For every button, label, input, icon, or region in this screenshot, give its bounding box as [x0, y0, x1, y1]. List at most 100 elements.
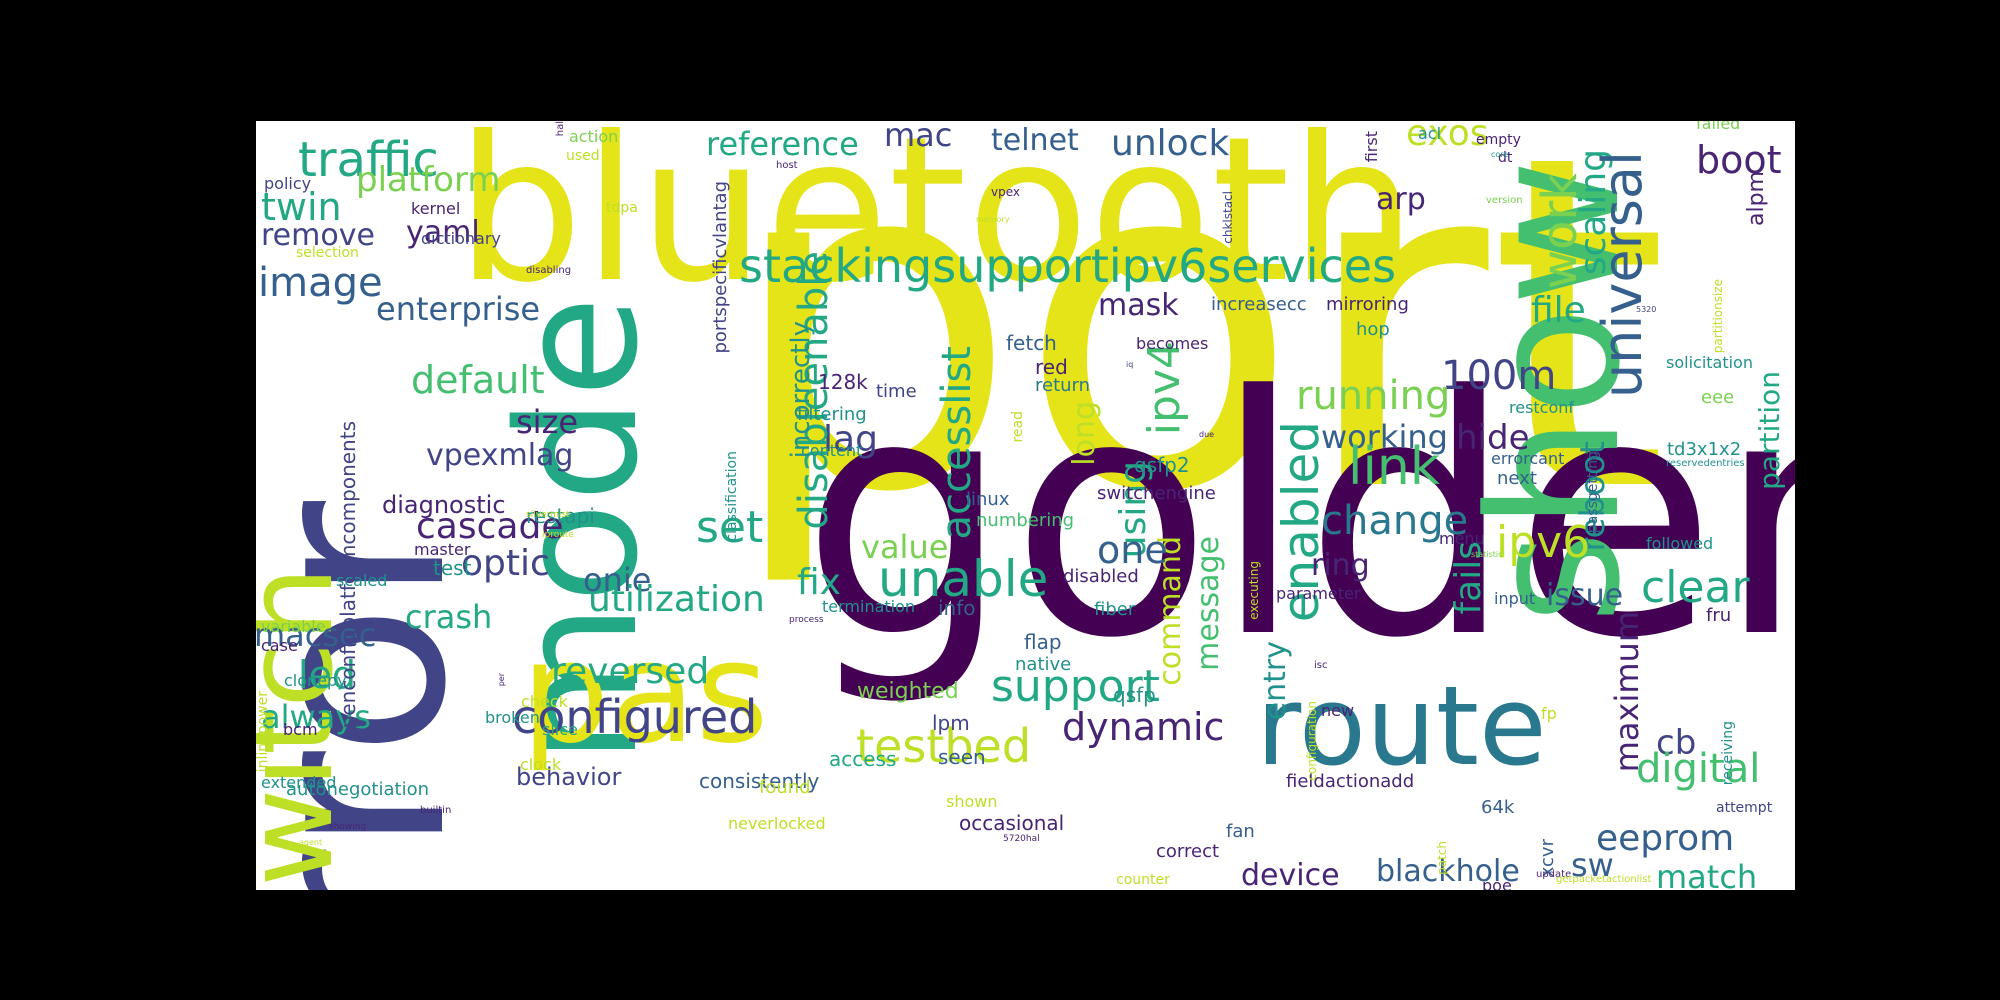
- word-65: match: [1656, 858, 1758, 890]
- word-126: variable: [261, 617, 326, 636]
- word-91: qsfp2: [1134, 453, 1190, 477]
- word-29: dynamic: [1062, 705, 1225, 749]
- word-100: native: [1015, 654, 1072, 675]
- word-44: arp: [1376, 182, 1426, 217]
- word-170: reservedentries: [1666, 458, 1745, 469]
- word-166: next: [1497, 468, 1537, 489]
- word-26: reversed: [551, 651, 710, 692]
- word-20: diagnostic: [382, 491, 506, 519]
- word-124: test: [433, 556, 472, 580]
- word-125: scaled: [336, 571, 388, 590]
- word-134: broken: [485, 708, 540, 727]
- word-59: clear: [1641, 562, 1750, 613]
- word-150: first: [1362, 131, 1381, 163]
- word-90: return: [1035, 375, 1091, 396]
- word-183: new: [1321, 701, 1355, 720]
- word-80: accesslist: [934, 346, 980, 540]
- word-19: vpexmlag: [426, 438, 574, 473]
- word-27: configured: [512, 690, 758, 744]
- word-157: increasecc: [1211, 294, 1307, 315]
- word-18: size: [516, 403, 579, 441]
- word-86: long: [1067, 401, 1102, 466]
- word-108: found: [759, 777, 811, 798]
- word-152: empty: [1476, 132, 1521, 148]
- word-104: seen: [938, 745, 986, 769]
- word-72: entry: [1258, 641, 1293, 721]
- word-195: 5320: [1636, 305, 1657, 314]
- word-8: route: [1256, 662, 1547, 790]
- word-154: core: [1491, 150, 1509, 159]
- word-121: content: [801, 441, 863, 460]
- word-168: eee: [1701, 387, 1735, 408]
- word-28: testbed: [856, 719, 1032, 773]
- word-40: telnet: [991, 123, 1079, 158]
- word-191: agent: [299, 838, 323, 847]
- word-118: classification: [724, 451, 740, 542]
- word-17: default: [411, 358, 545, 402]
- word-155: version: [1486, 195, 1523, 206]
- word-197: process: [789, 615, 824, 625]
- word-145: hal: [555, 121, 566, 137]
- word-66: sw: [1571, 846, 1614, 884]
- word-151: acl: [1418, 124, 1442, 143]
- word-36: autonegotiation: [286, 779, 429, 800]
- word-85: incorrectly: [786, 321, 816, 459]
- word-77: mask: [1098, 288, 1179, 323]
- word-105: access: [829, 747, 897, 771]
- word-161: read: [1010, 411, 1026, 443]
- word-58: ipv6: [1496, 517, 1591, 568]
- word-64: eeprom: [1596, 818, 1735, 859]
- word-23: set: [696, 502, 764, 553]
- word-22: optic: [461, 543, 550, 584]
- word-136: builtin: [420, 805, 452, 816]
- word-127: case: [261, 636, 298, 655]
- word-0: port: [726, 121, 1669, 593]
- word-144: tdpa: [606, 200, 638, 216]
- word-194: partitionsize: [1711, 279, 1725, 354]
- word-15: yaml: [406, 215, 480, 250]
- word-187: counter: [1116, 872, 1170, 888]
- word-122: restapi: [526, 504, 595, 528]
- word-50: 100m: [1441, 353, 1557, 399]
- word-55: hide: [1456, 418, 1530, 458]
- word-95: disabled: [1063, 566, 1139, 587]
- word-96: fiber: [1094, 599, 1136, 620]
- word-97: info: [938, 596, 976, 620]
- word-174: input: [1494, 589, 1536, 608]
- word-177: menu: [1439, 529, 1485, 548]
- word-94: numbering: [976, 510, 1075, 531]
- word-3: bluetooth: [456, 121, 1417, 327]
- word-83: fix: [797, 562, 841, 603]
- word-103: lpm: [932, 711, 970, 735]
- word-14: image: [258, 260, 383, 306]
- word-167: solicitation: [1666, 353, 1753, 372]
- word-172: followed: [1646, 534, 1714, 553]
- word-102: weighted: [857, 679, 959, 704]
- word-88: filtering: [797, 404, 867, 425]
- word-146: host: [776, 160, 798, 171]
- word-188: getpacketactionlist: [1556, 874, 1652, 885]
- word-92: switchengine: [1097, 483, 1216, 504]
- word-49: file: [1531, 290, 1586, 331]
- word-54: change: [1321, 498, 1469, 544]
- word-79: unable: [878, 550, 1049, 608]
- word-70: ring: [1311, 548, 1370, 583]
- word-99: flap: [1024, 630, 1062, 654]
- word-41: unlock: [1111, 123, 1230, 164]
- word-184: attempt: [1716, 800, 1773, 816]
- word-159: hop: [1356, 319, 1390, 340]
- word-148: vpex: [991, 185, 1020, 199]
- word-165: errorcant: [1491, 449, 1565, 468]
- word-140: selection: [296, 245, 359, 261]
- word-cloud: portgoldenerrorbluetoothshowmodeswitchpa…: [256, 121, 1795, 890]
- word-173: fru: [1706, 605, 1732, 626]
- word-160: becomes: [1136, 334, 1209, 353]
- word-133: slice: [542, 720, 578, 739]
- word-196: per: [497, 673, 506, 687]
- word-9: stackingsupportipv6services: [739, 239, 1397, 293]
- word-68: device: [1241, 858, 1340, 891]
- word-33: led: [298, 653, 357, 697]
- word-137: policy: [264, 174, 312, 193]
- word-164: restconf: [1509, 398, 1575, 417]
- word-132: check: [521, 692, 568, 711]
